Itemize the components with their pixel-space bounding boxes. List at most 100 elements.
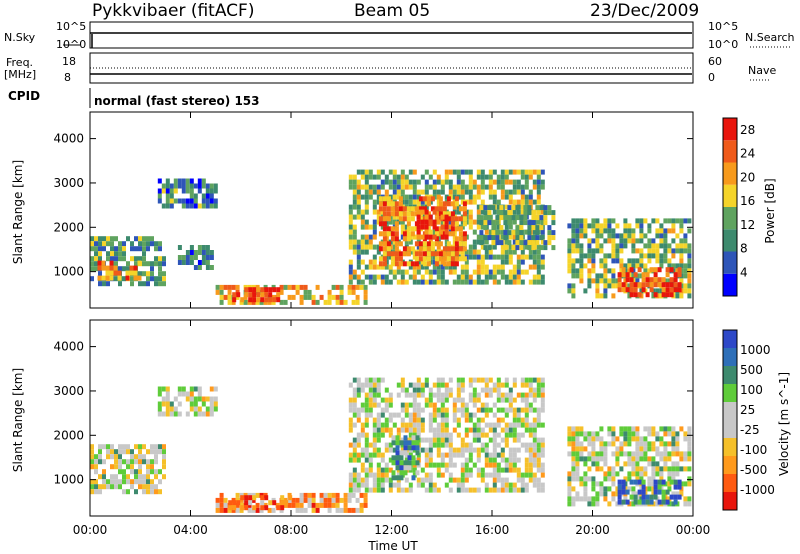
- velocity-cell: [165, 411, 170, 417]
- power-cell: [185, 203, 190, 209]
- velocity-cell: [331, 492, 336, 498]
- velocity-cell: [472, 397, 477, 403]
- power-cell: [227, 299, 232, 305]
- velocity-cell: [279, 507, 284, 513]
- power-cell: [528, 254, 533, 260]
- velocity-cell: [352, 422, 357, 428]
- power-cell: [378, 201, 383, 207]
- velocity-colorbar-tick-label: -100: [740, 443, 767, 457]
- velocity-cell: [352, 442, 357, 448]
- velocity-cell: [615, 486, 620, 492]
- power-cell: [372, 184, 377, 190]
- velocity-cell: [611, 441, 616, 447]
- velocity-cell: [209, 406, 214, 412]
- power-cell: [436, 179, 441, 185]
- power-cell: [386, 226, 391, 232]
- power-cell: [665, 287, 670, 293]
- power-cell: [394, 221, 399, 227]
- velocity-cell: [356, 382, 361, 388]
- velocity-cell: [395, 475, 400, 481]
- power-cell: [488, 274, 493, 280]
- velocity-cell: [428, 387, 433, 393]
- power-cell: [532, 169, 537, 175]
- power-cell: [633, 287, 638, 293]
- power-cell: [476, 264, 481, 270]
- power-cell: [205, 260, 210, 265]
- velocity-cell: [492, 457, 497, 463]
- power-cell: [251, 299, 256, 305]
- velocity-colorbar-tick-label: 1000: [740, 343, 771, 357]
- velocity-cell: [524, 412, 529, 418]
- velocity-cell: [595, 466, 600, 472]
- power-cell: [476, 269, 481, 275]
- power-cell: [394, 256, 399, 262]
- power-cell: [663, 228, 668, 234]
- power-cell: [483, 225, 488, 231]
- velocity-cell: [264, 505, 269, 511]
- power-cell: [516, 179, 521, 185]
- power-cell: [348, 259, 353, 265]
- power-cell: [260, 292, 265, 298]
- velocity-cell: [138, 484, 142, 490]
- power-cell: [567, 238, 572, 244]
- time-xtick-label: 16:00: [475, 523, 510, 537]
- power-cell: [507, 230, 512, 236]
- velocity-cell: [595, 431, 600, 437]
- power-cell: [339, 289, 344, 295]
- power-cell: [416, 279, 421, 285]
- velocity-cell: [126, 464, 130, 470]
- power-cell: [420, 224, 425, 230]
- velocity-cell: [645, 494, 650, 500]
- power-cell: [193, 203, 198, 209]
- velocity-cell: [629, 479, 634, 485]
- power-cell: [158, 261, 162, 267]
- power-cell: [118, 266, 122, 272]
- velocity-cell: [476, 437, 481, 443]
- velocity-cell: [307, 502, 312, 508]
- velocity-cell: [524, 447, 529, 453]
- power-cell: [587, 223, 592, 229]
- velocity-cell: [520, 422, 525, 428]
- velocity-cell: [671, 466, 676, 472]
- velocity-cell: [432, 427, 437, 433]
- velocity-cell: [645, 499, 650, 505]
- velocity-cell: [591, 501, 596, 507]
- power-cell: [422, 256, 427, 262]
- power-cell: [434, 206, 439, 212]
- velocity-cell: [623, 431, 628, 437]
- power-cell: [452, 189, 457, 195]
- velocity-cell: [516, 437, 521, 443]
- power-cell: [446, 231, 451, 237]
- velocity-cell: [440, 472, 445, 478]
- power-cell: [492, 194, 497, 200]
- velocity-cell: [464, 402, 469, 408]
- velocity-cell: [621, 489, 626, 495]
- velocity-cell: [488, 377, 493, 383]
- velocity-colorbar-segment: [723, 420, 737, 438]
- power-cell: [669, 292, 674, 298]
- power-cell: [500, 244, 505, 250]
- velocity-colorbar-tick-label: 500: [740, 363, 763, 377]
- velocity-cell: [364, 482, 369, 488]
- power-cell: [499, 210, 504, 216]
- power-cell: [462, 221, 467, 227]
- power-cell: [406, 216, 411, 222]
- power-cell: [523, 215, 528, 221]
- power-cell: [464, 184, 469, 190]
- velocity-cell: [520, 397, 525, 403]
- power-cell: [500, 179, 505, 185]
- power-cell: [410, 261, 415, 267]
- velocity-cell: [540, 392, 545, 398]
- velocity-cell: [460, 462, 465, 468]
- power-cell: [291, 294, 296, 300]
- velocity-cell: [615, 451, 620, 457]
- power-cell: [368, 239, 373, 245]
- power-cell: [623, 223, 628, 229]
- power-cell: [177, 183, 182, 189]
- velocity-cell: [255, 502, 260, 508]
- power-cell: [627, 293, 632, 299]
- power-cell: [436, 269, 441, 275]
- velocity-cell: [460, 382, 465, 388]
- velocity-cell: [391, 475, 396, 481]
- velocity-cell: [492, 387, 497, 393]
